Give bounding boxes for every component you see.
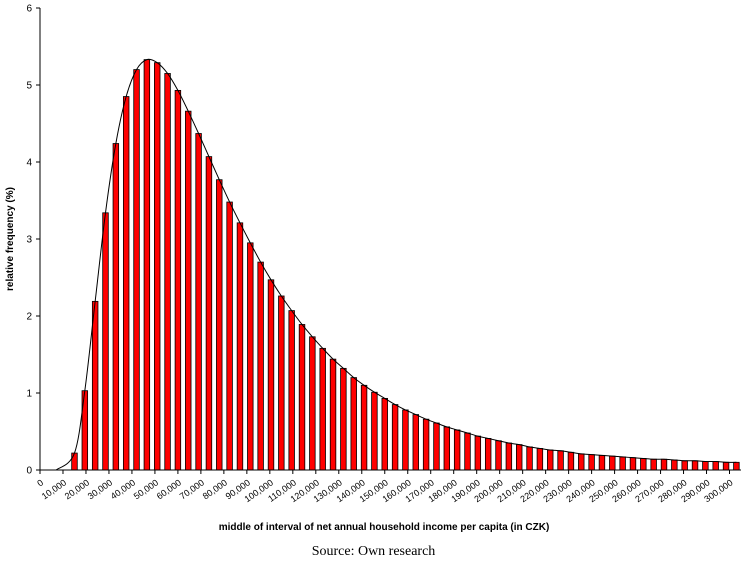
- x-tick-label: 30,000: [86, 477, 114, 501]
- y-tick-label: 4: [26, 158, 32, 169]
- bar: [516, 444, 523, 471]
- bar: [164, 73, 171, 471]
- y-tick-label: 1: [26, 389, 32, 400]
- bar: [422, 418, 430, 471]
- bar: [278, 295, 285, 471]
- bar: [484, 438, 492, 471]
- bar: [660, 458, 668, 471]
- bar: [629, 457, 637, 471]
- bar: [464, 432, 471, 471]
- bar: [340, 367, 347, 471]
- bar: [122, 96, 130, 471]
- y-ticks-group: 0 1 2 3 4 5 6: [26, 4, 40, 477]
- bar: [598, 454, 606, 471]
- bar: [91, 300, 99, 471]
- bar: [391, 404, 399, 471]
- bar: [412, 414, 419, 471]
- bar: [526, 446, 533, 471]
- bar: [681, 460, 688, 471]
- bar: [443, 426, 451, 471]
- bar: [329, 358, 337, 471]
- bar: [205, 156, 213, 471]
- y-tick-label: 5: [26, 81, 32, 92]
- bar: [712, 461, 719, 471]
- bar: [226, 201, 233, 471]
- density-curve: [55, 58, 737, 471]
- bar: [557, 450, 564, 471]
- bar: [174, 89, 182, 471]
- bar: [495, 440, 502, 471]
- bar: [247, 242, 254, 471]
- y-tick-label: 2: [26, 312, 32, 323]
- bar: [257, 261, 264, 471]
- bar: [609, 455, 616, 471]
- bar: [402, 409, 409, 471]
- y-tick-label: 3: [26, 235, 32, 246]
- x-ticks-group: 010,00020,00030,00040,00050,00060,00070,…: [35, 470, 735, 504]
- y-tick-label: 6: [26, 4, 32, 15]
- bars-group: [71, 59, 740, 471]
- x-tick-label: 0: [35, 477, 45, 488]
- y-axis-title: relative frequency (%): [5, 187, 16, 291]
- bar: [309, 336, 316, 471]
- x-tick-label: 10,000: [40, 477, 68, 501]
- bar: [474, 435, 482, 471]
- bar: [288, 310, 295, 471]
- bar: [588, 454, 595, 471]
- source-caption: Source: Own research: [311, 544, 436, 559]
- bar: [567, 451, 575, 471]
- bar: [671, 459, 678, 471]
- x-tick-label: 70,000: [178, 477, 206, 501]
- bar: [112, 143, 120, 471]
- bar: [702, 461, 709, 471]
- bar: [298, 324, 306, 471]
- bar: [350, 377, 357, 471]
- bar: [453, 429, 461, 471]
- bar: [381, 397, 388, 471]
- bar: [536, 448, 544, 471]
- bar: [195, 133, 202, 471]
- y-tick-label: 0: [26, 466, 32, 477]
- x-tick-label: 20,000: [63, 477, 91, 501]
- bar: [267, 279, 275, 471]
- bar: [102, 212, 109, 471]
- bar: [578, 453, 585, 471]
- bar: [650, 458, 657, 471]
- x-tick-label: 60,000: [155, 477, 183, 501]
- bar: [640, 458, 647, 471]
- bar: [133, 69, 140, 471]
- bar: [371, 391, 378, 471]
- x-tick-label: 80,000: [201, 477, 229, 501]
- bar: [143, 59, 151, 471]
- bar: [154, 62, 161, 471]
- x-axis-title: middle of interval of net annual househo…: [219, 522, 550, 533]
- bar: [619, 456, 626, 471]
- x-tick-label: 40,000: [109, 477, 137, 501]
- bar: [433, 422, 440, 471]
- bar: [733, 461, 740, 471]
- bar: [505, 442, 513, 471]
- bar: [216, 179, 223, 471]
- bar: [691, 460, 699, 471]
- bar: [71, 452, 78, 471]
- x-tick-label: 50,000: [132, 477, 160, 501]
- bar: [236, 222, 244, 471]
- bar: [547, 449, 554, 471]
- bar: [185, 110, 192, 471]
- bar: [722, 461, 730, 471]
- bar: [360, 384, 368, 471]
- bar: [319, 347, 326, 471]
